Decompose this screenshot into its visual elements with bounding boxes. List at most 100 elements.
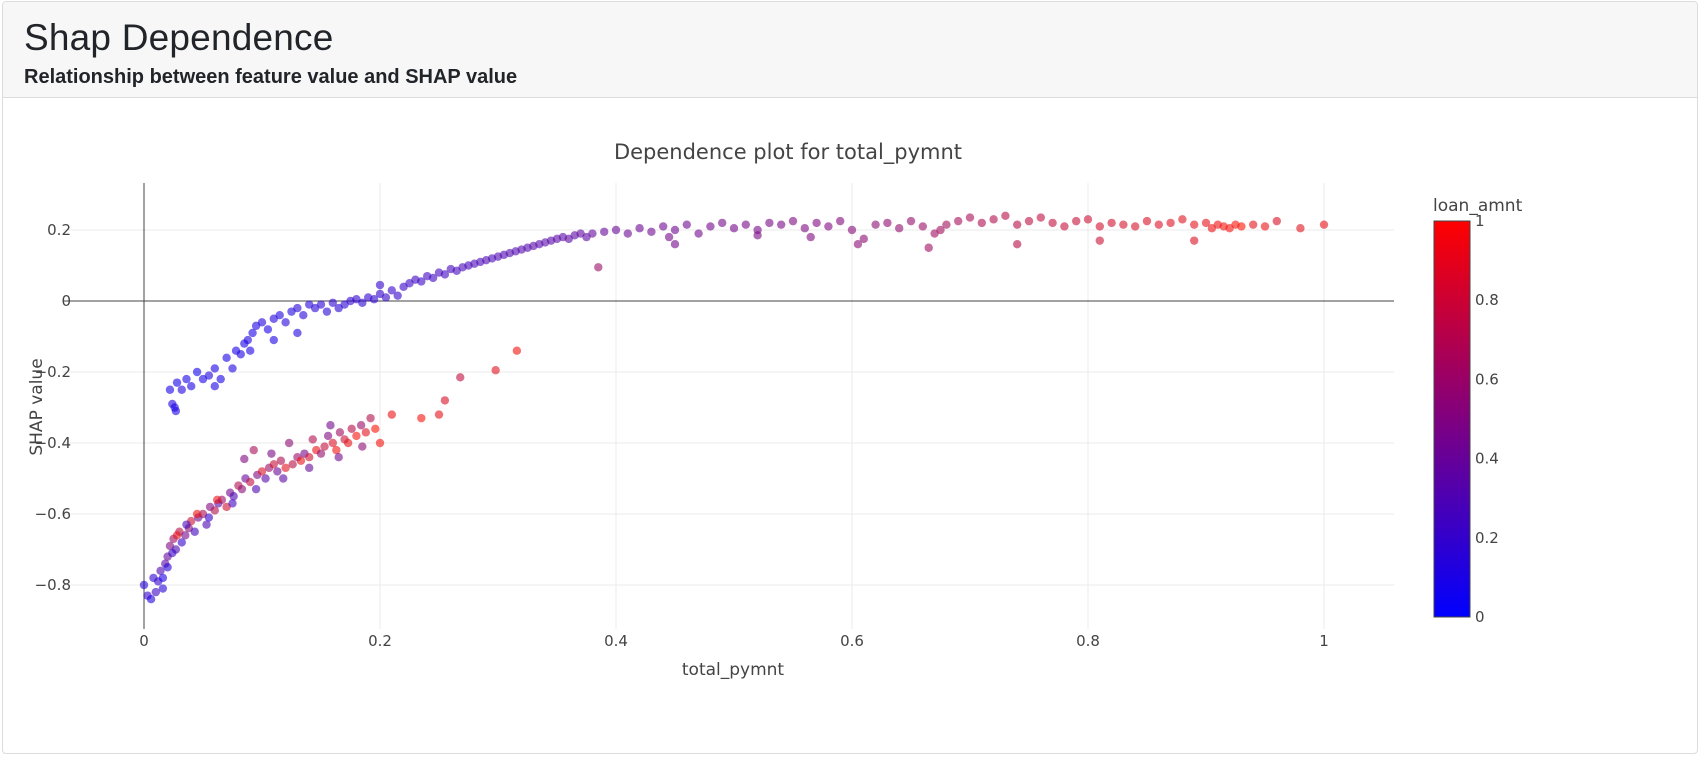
scatter-point[interactable] [753,231,762,240]
scatter-point[interactable] [1024,216,1034,226]
scatter-point[interactable] [202,520,211,529]
scatter-point[interactable] [356,421,366,430]
scatter-point[interactable] [918,222,927,231]
scatter-point[interactable] [729,224,739,233]
scatter-point[interactable] [322,307,332,316]
scatter-point[interactable] [293,328,302,338]
scatter-point[interactable] [228,364,237,373]
scatter-point[interactable] [924,243,933,252]
scatter-point[interactable] [1249,220,1258,229]
scatter-point[interactable] [1272,216,1282,226]
scatter-point[interactable] [210,506,219,515]
scatter-point[interactable] [977,218,986,228]
scatter-point[interactable] [600,227,609,236]
scatter-point[interactable] [375,438,385,448]
scatter-point[interactable] [343,438,353,448]
scatter-point[interactable] [316,300,326,309]
scatter-point[interactable] [332,445,341,455]
scatter-point[interactable] [139,580,149,590]
scatter-point[interactable] [187,382,196,391]
scatter-point[interactable] [146,595,156,604]
scatter-point[interactable] [158,573,168,583]
scatter-point[interactable] [284,438,294,448]
scatter-point[interactable] [246,477,255,487]
scatter-point[interactable] [670,240,680,249]
scatter-point[interactable] [281,463,290,473]
scatter-point[interactable] [204,371,214,380]
scatter-point[interactable] [204,513,214,522]
scatter-point[interactable] [659,222,668,231]
scatter-point[interactable] [1178,215,1187,224]
scatter-point[interactable] [871,220,880,229]
scatter-point[interactable] [588,229,597,238]
scatter-point[interactable] [168,548,177,558]
scatter-point[interactable] [182,374,191,384]
scatter-point[interactable] [836,216,845,226]
scatter-point[interactable] [512,346,522,355]
scatter-point[interactable] [788,216,798,226]
scatter-point[interactable] [358,442,367,451]
scatter-point[interactable] [1013,220,1022,229]
scatter-point[interactable] [1048,218,1057,228]
scatter-point[interactable] [906,216,916,226]
scatter-point[interactable] [456,373,465,382]
scatter-point[interactable] [682,220,691,229]
scatter-point[interactable] [859,234,868,244]
scatter-point[interactable] [165,385,175,394]
scatter-point[interactable] [942,220,951,229]
scatter-point[interactable] [824,222,833,231]
scatter-point[interactable] [1001,211,1010,220]
scatter-point[interactable] [1296,224,1305,233]
scatter-point[interactable] [281,318,290,327]
scatter-point[interactable] [288,460,297,469]
scatter-point[interactable] [635,224,644,233]
scatter-point[interactable] [623,229,632,238]
scatter-point[interactable] [847,225,857,235]
scatter-point[interactable] [251,484,261,494]
scatter-point[interactable] [229,492,238,501]
scatter-point[interactable] [1107,218,1116,228]
scatter-point[interactable] [305,453,314,462]
scatter-point[interactable] [212,495,222,504]
scatter-point[interactable] [216,374,225,384]
scatter-point[interactable] [305,463,314,473]
dependence-plot[interactable]: 0 0.2 0.4 0.6 0.8 1 0.2 0 −0.2 −0.4 −0.6 −0.8 Depen… [3,98,1698,754]
scatter-point[interactable] [611,225,621,235]
scatter-point[interactable] [434,410,444,419]
scatter-point[interactable] [328,298,337,307]
scatter-point[interactable] [151,587,160,597]
scatter-point[interactable] [1119,220,1128,229]
scatter-point[interactable] [1190,220,1199,229]
scatter-point[interactable] [1154,220,1164,229]
scatter-point[interactable] [334,453,343,462]
scatter-point[interactable] [440,396,450,405]
scatter-point[interactable] [417,277,426,286]
scatter-point[interactable] [1319,220,1329,229]
scatter-point[interactable] [1201,218,1211,228]
scatter-point[interactable] [177,538,186,547]
scatter-point[interactable] [248,328,257,338]
scatter-point[interactable] [273,467,282,476]
scatter-point[interactable] [177,385,186,394]
scatter-point[interactable] [316,449,326,458]
scatter-point[interactable] [172,378,182,387]
scatter-point[interactable] [222,353,231,362]
scatter-point[interactable] [210,382,219,391]
scatter-point[interactable] [387,410,396,419]
scatter-point[interactable] [800,224,809,233]
scatter-point[interactable] [741,220,750,229]
scatter-point[interactable] [393,291,402,300]
scatter-point[interactable] [1166,218,1175,228]
scatter-point[interactable] [417,413,426,423]
scatter-point[interactable] [706,222,715,231]
dependence-plot-svg[interactable]: 0 0.2 0.4 0.6 0.8 1 0.2 0 −0.2 −0.4 −0.6 −0.8 Depen… [3,98,1698,754]
scatter-point[interactable] [1036,213,1046,222]
scatter-point[interactable] [670,225,680,235]
scatter-point[interactable] [190,527,199,536]
scatter-point[interactable] [296,456,306,465]
scatter-point[interactable] [387,286,396,295]
scatter-point[interactable] [812,218,821,228]
scatter-point[interactable] [275,311,284,320]
scatter-point[interactable] [237,484,247,494]
scatter-point[interactable] [765,218,774,228]
